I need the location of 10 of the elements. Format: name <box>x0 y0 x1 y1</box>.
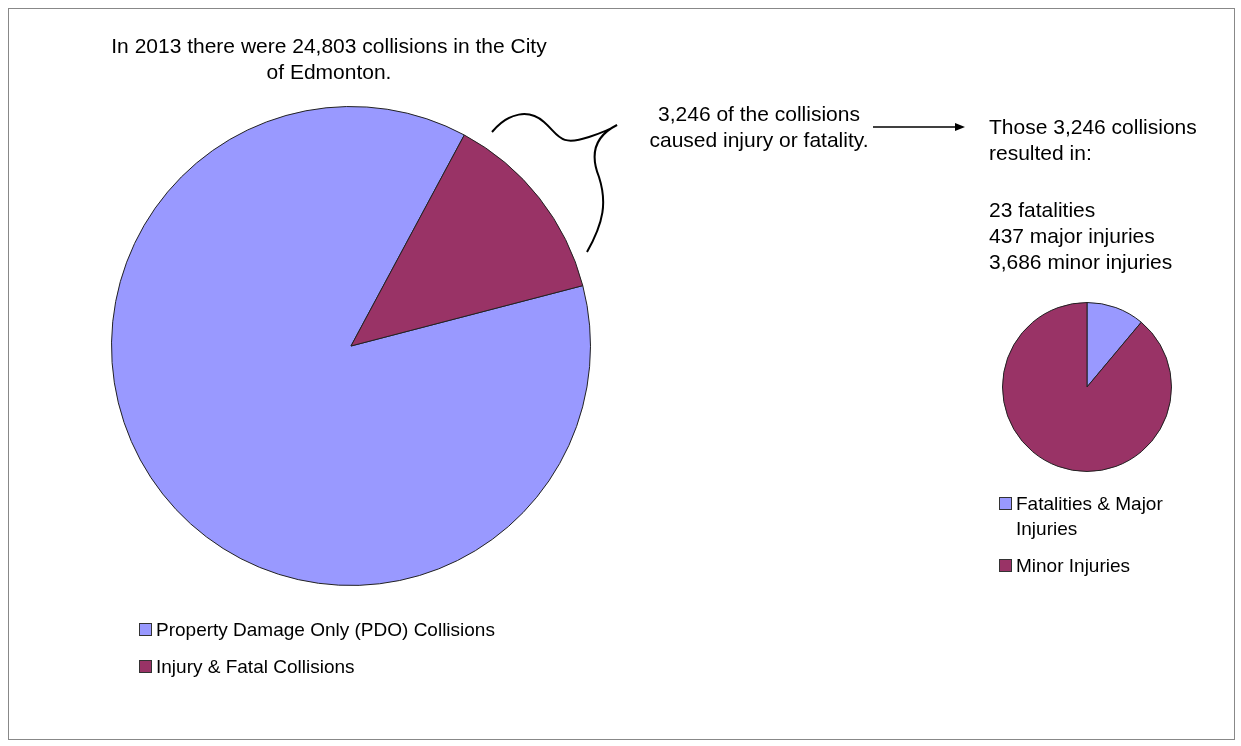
text: 3,686 minor injuries <box>989 249 1174 275</box>
text: 23 fatalities <box>989 197 1097 223</box>
legend-label: Minor Injuries <box>1016 554 1131 578</box>
text: 3,246 of the collisions caused injury or fatality. <box>648 101 870 153</box>
chart-title: In 2013 there were 24,803 collisions in the City of Edmonton. <box>110 33 548 85</box>
legend-label: Fatalities & Major Injuries <box>1016 492 1164 541</box>
legend-label: Property Damage Only (PDO) Collisions <box>156 618 495 642</box>
legend-label: Injury & Fatal Collisions <box>156 655 355 679</box>
text: 437 major injuries <box>989 223 1156 249</box>
chart-title: Those 3,246 collisions resulted in: <box>989 114 1198 166</box>
